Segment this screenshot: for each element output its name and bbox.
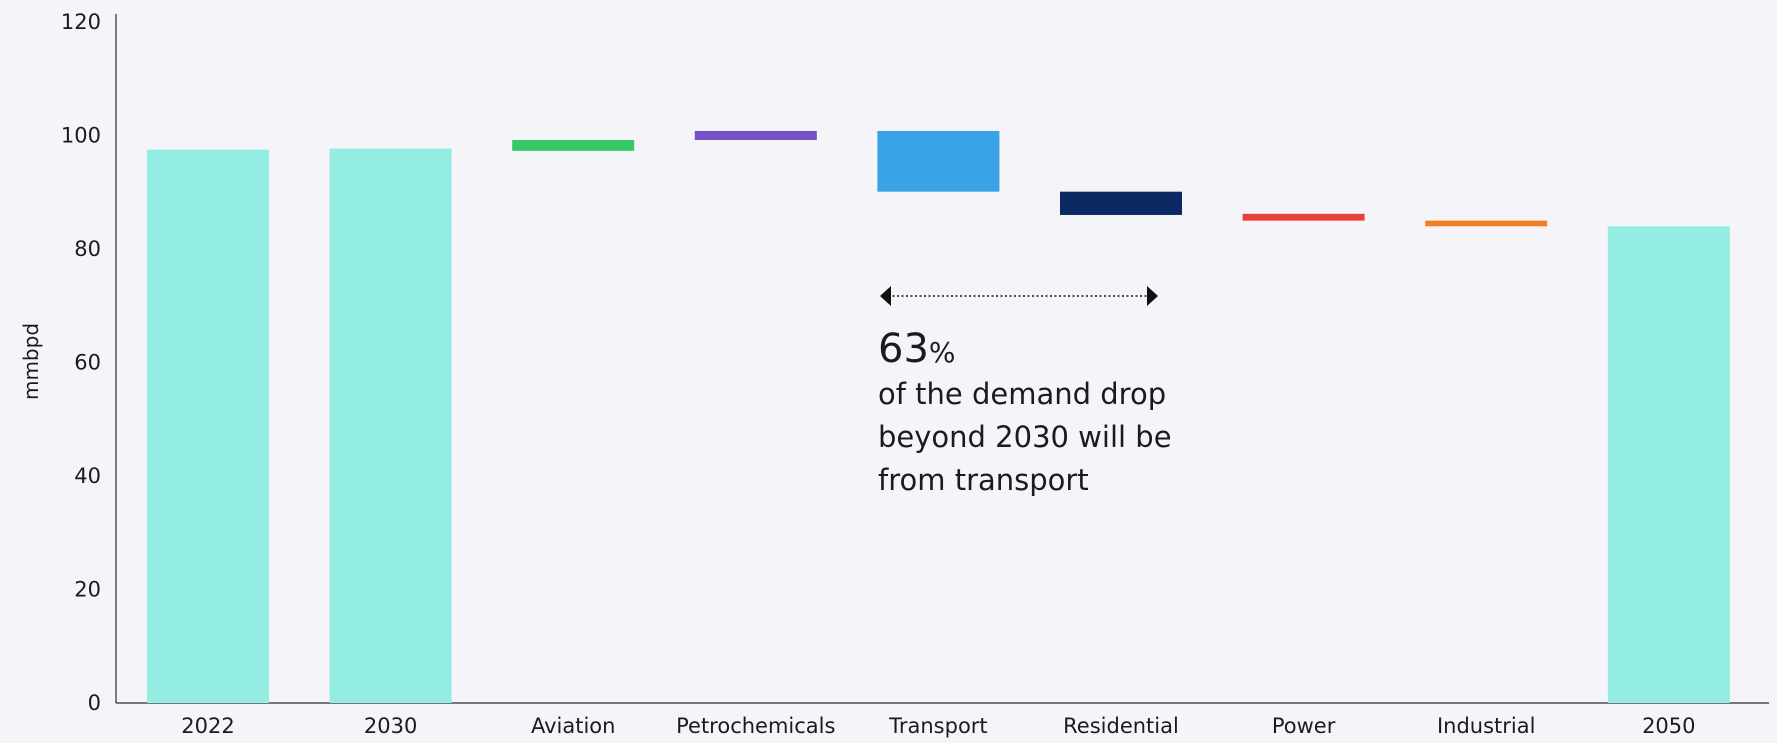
bar-transport	[877, 131, 999, 192]
y-tick-label-40: 40	[74, 464, 101, 488]
bar-residential	[1060, 192, 1182, 215]
x-tick-label-petrochemicals: Petrochemicals	[676, 714, 835, 738]
y-axis-title: mmbpd	[19, 323, 43, 400]
x-tick-label-2030: 2030	[364, 714, 417, 738]
x-tick-label-industrial: Industrial	[1437, 714, 1536, 738]
annotation-text-line-1: of the demand drop	[878, 377, 1166, 411]
x-tick-label-residential: Residential	[1063, 714, 1179, 738]
bars	[147, 131, 1730, 703]
x-tick-label-transport: Transport	[888, 714, 988, 738]
y-tick-label-100: 100	[61, 124, 101, 148]
annotation-text-line-3: from transport	[878, 463, 1089, 497]
y-tick-label-120: 120	[61, 10, 101, 34]
bar-petrochemicals	[695, 131, 817, 140]
annotation-value: 63%	[878, 326, 956, 372]
annotation-arrowhead-right	[1147, 286, 1158, 306]
annotation-arrowhead-left	[880, 286, 891, 306]
axes: 0 20 40 60 80 100 120 mmbpd 2022 2030 Aviation Petr…	[19, 10, 1769, 738]
annotation-text-line-2: beyond 2030 will be	[878, 420, 1172, 454]
x-tick-label-2050: 2050	[1642, 714, 1695, 738]
transport-share-annotation: 63% of the demand drop beyond 2030 will be…	[878, 286, 1172, 497]
x-tick-label-aviation: Aviation	[531, 714, 616, 738]
y-tick-label-80: 80	[74, 237, 101, 261]
annotation-number: 63	[878, 326, 929, 372]
x-tick-label-2022: 2022	[181, 714, 234, 738]
x-tick-label-power: Power	[1272, 714, 1336, 738]
bar-aviation	[512, 140, 634, 151]
y-tick-label-20: 20	[74, 578, 101, 602]
bar-2030	[330, 149, 452, 703]
bar-2050	[1608, 226, 1730, 703]
bar-2022	[147, 150, 269, 703]
bar-power	[1243, 214, 1365, 221]
bar-industrial	[1425, 221, 1547, 227]
annotation-unit: %	[929, 336, 956, 369]
y-tick-label-60: 60	[74, 351, 101, 375]
y-tick-label-0: 0	[88, 691, 101, 715]
